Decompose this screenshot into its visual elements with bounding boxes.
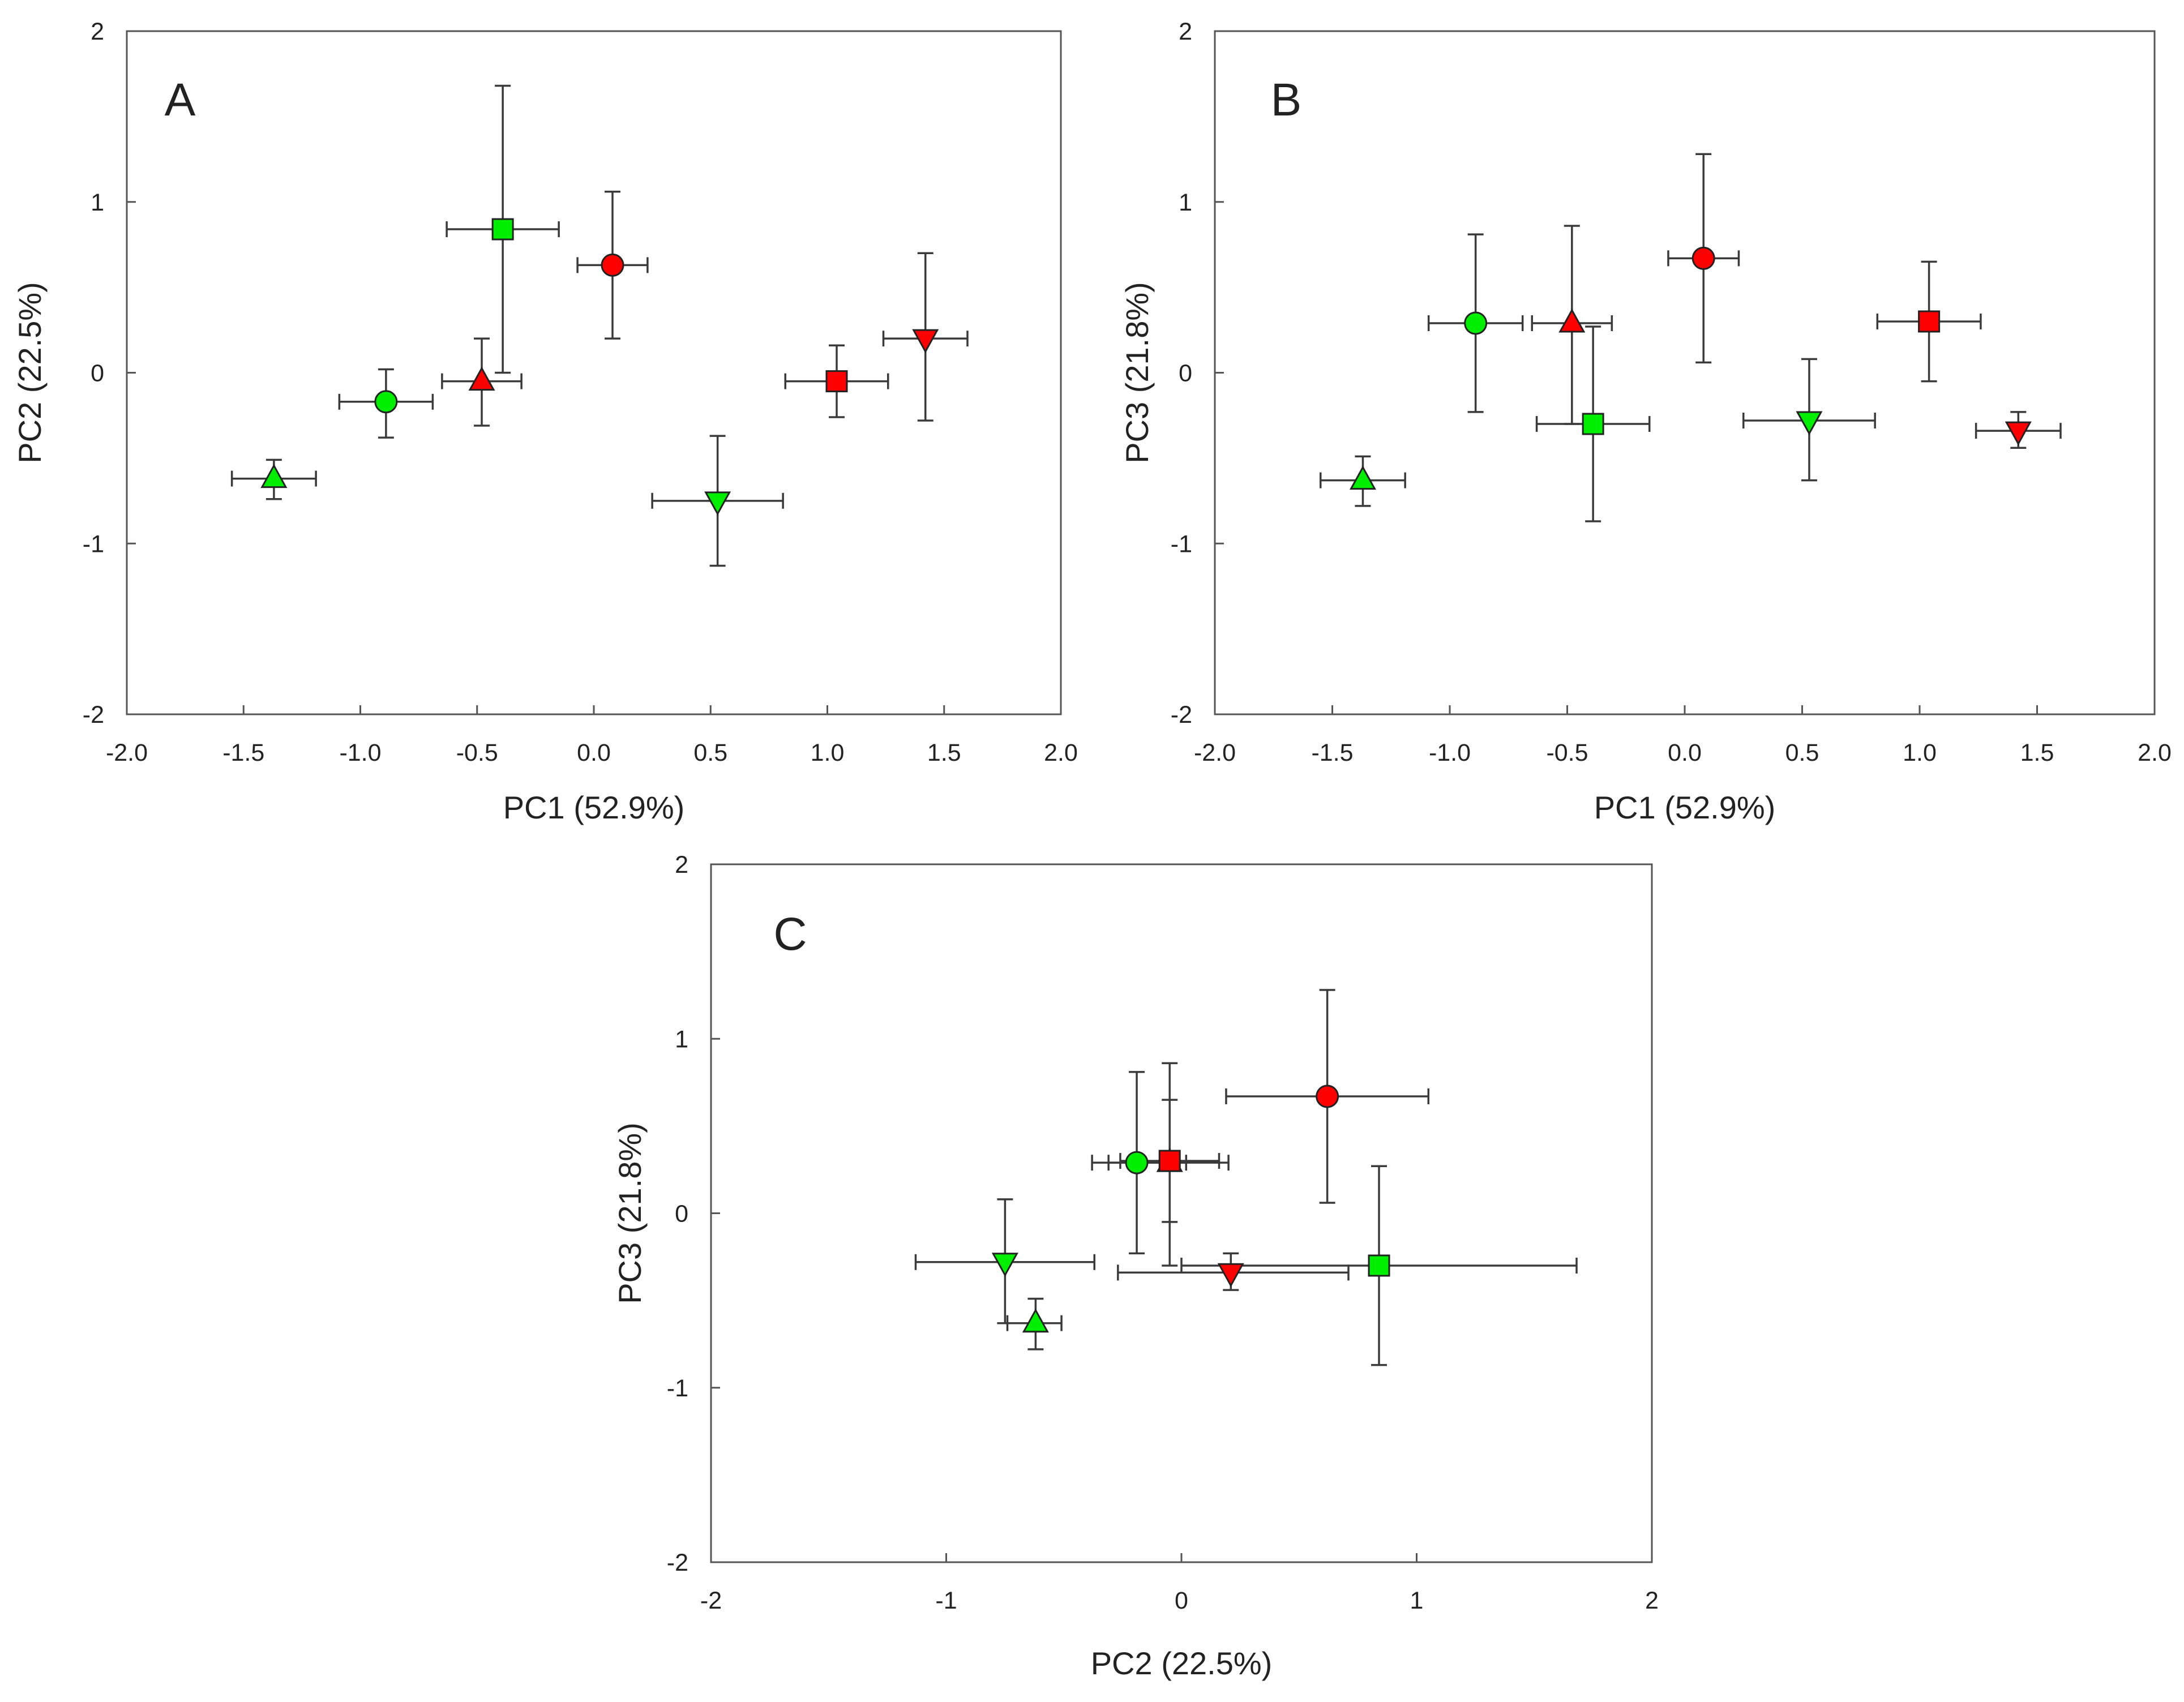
panel-c-point-red-triangle-down [1217, 1263, 1244, 1288]
panel-a-x-tick-label: 1.5 [927, 739, 961, 766]
panel-b-y-axis-label: PC3 (21.8%) [1119, 282, 1155, 464]
panel-b-x-tick-label: 0.5 [1785, 739, 1819, 766]
panel-b-point-green-triangle-up [1349, 465, 1376, 490]
panel-b-point-red-circle [1691, 246, 1715, 270]
panel-c: -2 -1 0 1 2 -2 -1 0 1 2 C PC2 (22.5%) PC3 (21.8%) [612, 851, 1659, 1681]
panel-a-point-red-triangle-up [468, 366, 495, 391]
panel-c-y-tick-label: -2 [667, 1549, 688, 1576]
panel-b-plot-frame [1214, 30, 2156, 715]
panel-b-point-red-triangle-down [2005, 421, 2032, 446]
panel-c-x-tick-label: 1 [1410, 1587, 1424, 1614]
panel-a-x-tick-label: -2.0 [106, 739, 148, 766]
panel-c-point-green-triangle-down [991, 1253, 1018, 1277]
panel-c-y-tick-label: 1 [675, 1026, 688, 1053]
panel-b-x-tick-label: -2.0 [1194, 739, 1236, 766]
panel-a-y-tick-label: 2 [91, 18, 104, 45]
panel-a-point-red-circle [601, 253, 624, 277]
panel-c-point-green-triangle-up [1022, 1308, 1049, 1333]
panel-b-x-tick-label: 2.0 [2138, 739, 2172, 766]
panel-b: -2.0 -1.5 -1.0 -0.5 0.0 0.5 1.0 1.5 2.0 -2 -1 0 1 2 B… [1119, 18, 2172, 825]
panel-a-x-tick-label: 0.5 [693, 739, 727, 766]
panel-b-x-tick-label: 1.0 [1903, 739, 1937, 766]
panel-c-point-green-square [1368, 1254, 1390, 1277]
panel-c-point-green-circle [1125, 1151, 1149, 1174]
panel-b-x-tick-label: -0.5 [1546, 739, 1588, 766]
panel-c-y-tick-label: -1 [667, 1375, 688, 1402]
panel-b-y-tick-label: -1 [1171, 530, 1192, 558]
panel-a-y-axis-label: PC2 (22.5%) [12, 282, 48, 464]
panel-b-point-green-square [1582, 413, 1604, 435]
panel-c-y-tick-label: 0 [675, 1201, 688, 1228]
panel-b-point-green-triangle-down [1796, 411, 1823, 436]
panel-a-x-tick-label: -1.5 [222, 739, 264, 766]
panel-a: -2.0 -1.5 -1.0 -0.5 0.0 0.5 1.0 1.5 2.0 -2 -1 0 1 2 A… [12, 18, 1078, 825]
panel-a-y-tick-label: 1 [91, 189, 104, 216]
panel-a-label: A [165, 74, 196, 126]
panel-a-point-green-triangle-down [704, 491, 731, 516]
panel-c-x-tick-label: -2 [700, 1587, 722, 1614]
panel-c-plot-frame [710, 863, 1653, 1563]
panel-b-point-green-circle [1464, 311, 1488, 335]
panel-b-x-tick-label: 0.0 [1668, 739, 1702, 766]
panel-a-point-green-square [491, 218, 514, 241]
panel-b-label: B [1271, 74, 1302, 126]
panel-a-point-green-triangle-up [260, 464, 288, 488]
panel-c-point-red-circle [1316, 1084, 1339, 1108]
panel-c-x-tick-label: -1 [935, 1587, 957, 1614]
panel-b-y-tick-label: 1 [1179, 189, 1192, 216]
panel-a-x-tick-label: -0.5 [456, 739, 498, 766]
panel-a-point-red-triangle-down [912, 329, 939, 354]
panel-b-x-tick-label: 1.5 [2020, 739, 2054, 766]
panel-b-x-tick-label: -1.5 [1311, 739, 1353, 766]
panel-a-x-tick-label: 0.0 [577, 739, 611, 766]
panel-a-x-tick-label: 2.0 [1044, 739, 1078, 766]
panel-c-y-tick-label: 2 [675, 851, 688, 878]
panel-b-y-tick-label: -2 [1171, 701, 1192, 728]
panel-a-point-green-circle [374, 390, 398, 414]
panel-b-x-tick-label: -1.0 [1429, 739, 1471, 766]
panel-b-x-axis-label: PC1 (52.9%) [1594, 790, 1776, 825]
panel-a-y-tick-label: -2 [83, 701, 104, 728]
panel-a-point-red-square [825, 370, 848, 393]
panel-a-plot-frame [126, 30, 1062, 715]
panel-b-point-red-square [1918, 310, 1941, 333]
panel-b-y-tick-label: 2 [1179, 18, 1192, 45]
panel-c-x-axis-label: PC2 (22.5%) [1091, 1645, 1273, 1681]
panel-a-x-tick-label: 1.0 [811, 739, 845, 766]
panel-a-x-axis-label: PC1 (52.9%) [503, 790, 685, 825]
panel-b-y-tick-label: 0 [1179, 360, 1192, 387]
panel-a-y-tick-label: -1 [83, 530, 104, 558]
panel-c-x-tick-label: 0 [1175, 1587, 1188, 1614]
panel-c-point-red-square [1158, 1150, 1181, 1172]
panel-a-x-tick-label: -1.0 [339, 739, 381, 766]
panel-b-point-red-triangle-up [1558, 308, 1586, 333]
panel-c-y-axis-label: PC3 (21.8%) [612, 1122, 648, 1304]
panel-a-y-tick-label: 0 [91, 360, 104, 387]
panel-c-label: C [773, 908, 807, 960]
panel-c-x-tick-label: 2 [1645, 1587, 1659, 1614]
